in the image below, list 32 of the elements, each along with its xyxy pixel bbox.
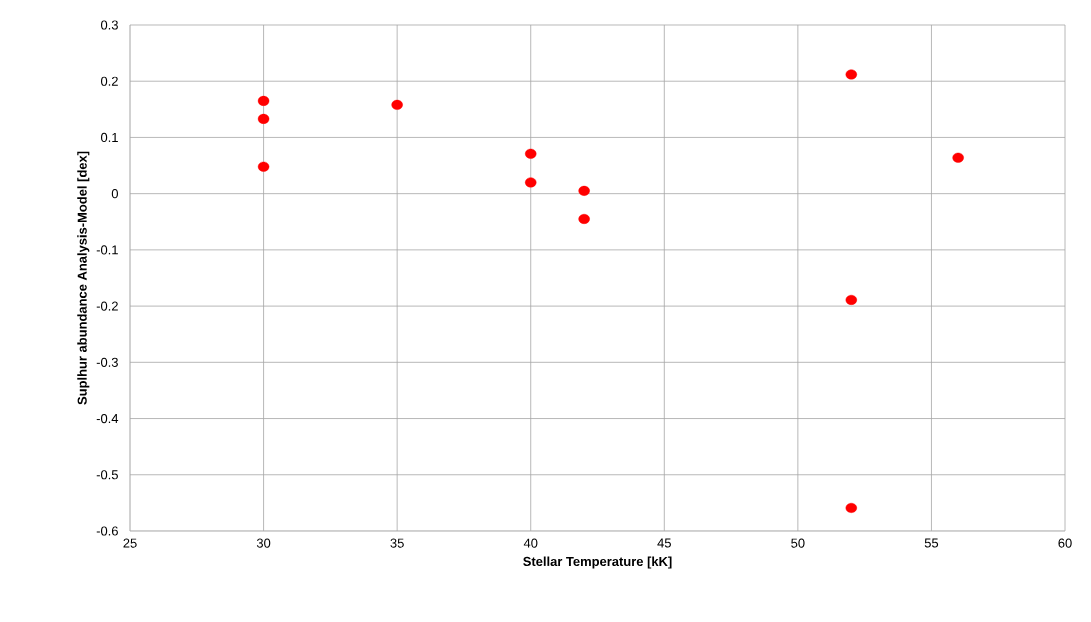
y-tick-label: -0.2 [96,301,118,311]
point [578,213,590,224]
x-axis-title: Stellar Temperature [kK] [523,556,672,569]
point [525,177,537,188]
point [578,185,590,196]
y-tick-label: -0.4 [96,413,119,424]
y-tick-label: 0.1 [100,132,118,143]
x-tick-label: 50 [791,538,805,548]
y-axis-title: Suplhur abundance Analysis-Model [dex] [77,151,90,405]
y-tick-label: 0 [111,189,118,199]
x-tick-label: 35 [390,538,404,548]
point [391,99,403,110]
x-tick-label: 60 [1058,538,1072,548]
point [845,69,857,80]
y-tick-label: -0.5 [96,470,118,480]
x-tick-label: 55 [924,538,939,548]
y-tick-label: 0.3 [100,20,118,30]
y-tick-label: -0.3 [96,357,118,367]
point [845,294,857,305]
point [257,161,270,172]
point [525,148,537,159]
y-tick-label: 0.2 [100,76,118,86]
point [257,95,270,106]
x-tick-label: 25 [123,538,137,548]
y-tick-label: -0.1 [96,245,118,255]
x-tick-label: 30 [256,538,271,548]
point [845,502,857,513]
point [257,113,270,124]
x-tick-label: 40 [523,538,538,548]
y-tick-label: -0.6 [96,526,118,536]
x-tick-label: 45 [657,538,671,548]
point [952,152,964,163]
